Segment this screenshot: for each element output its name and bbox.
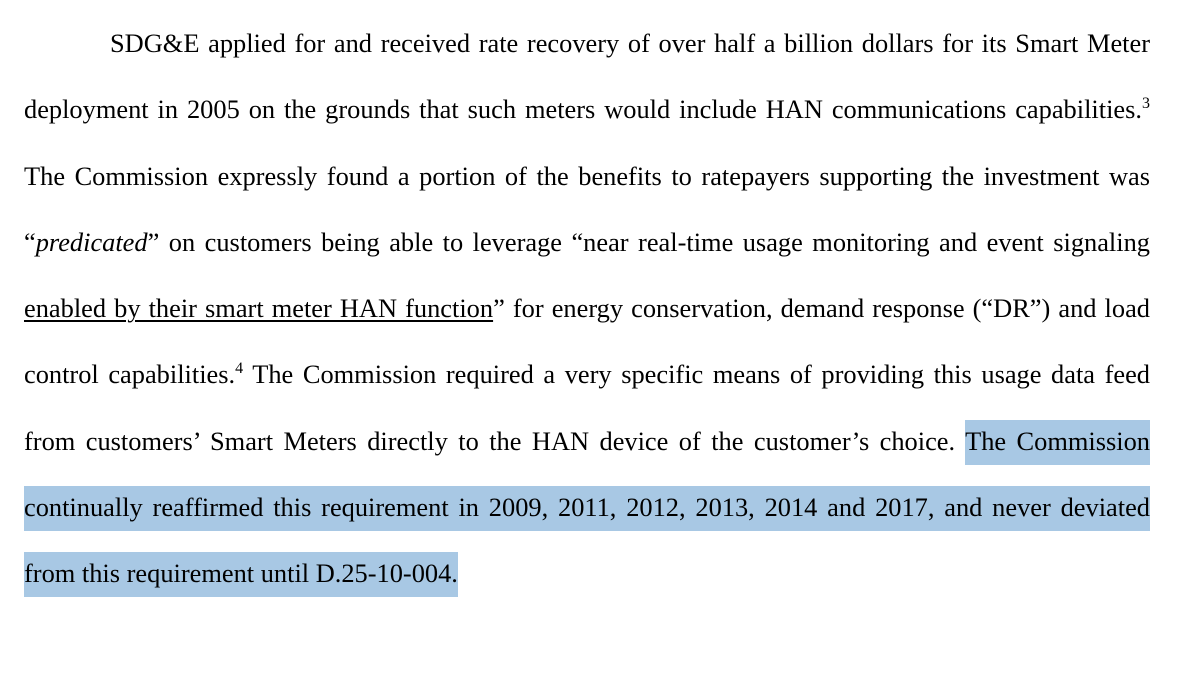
italic-predicated: predicated (35, 226, 148, 257)
body-paragraph: SDG&E applied for and received rate reco… (24, 10, 1150, 607)
sentence-commission-required: The Commission required a very specific … (24, 359, 1151, 456)
footnote-ref-4: 4 (235, 360, 244, 378)
sentence-commission-found-middle: ” on customers being able to leverage “n… (147, 226, 1150, 257)
underlined-han-function: enabled by their smart meter HAN functio… (24, 293, 494, 324)
sentence-rate-recovery: SDG&E applied for and received rate reco… (24, 28, 1150, 125)
sentence-commission-found-start: The Commission expressly found a portion… (24, 160, 1150, 257)
sentence-commission-found-end: ” for energy conservation, demand respon… (24, 293, 1150, 390)
footnote-ref-3: 3 (1142, 95, 1150, 113)
